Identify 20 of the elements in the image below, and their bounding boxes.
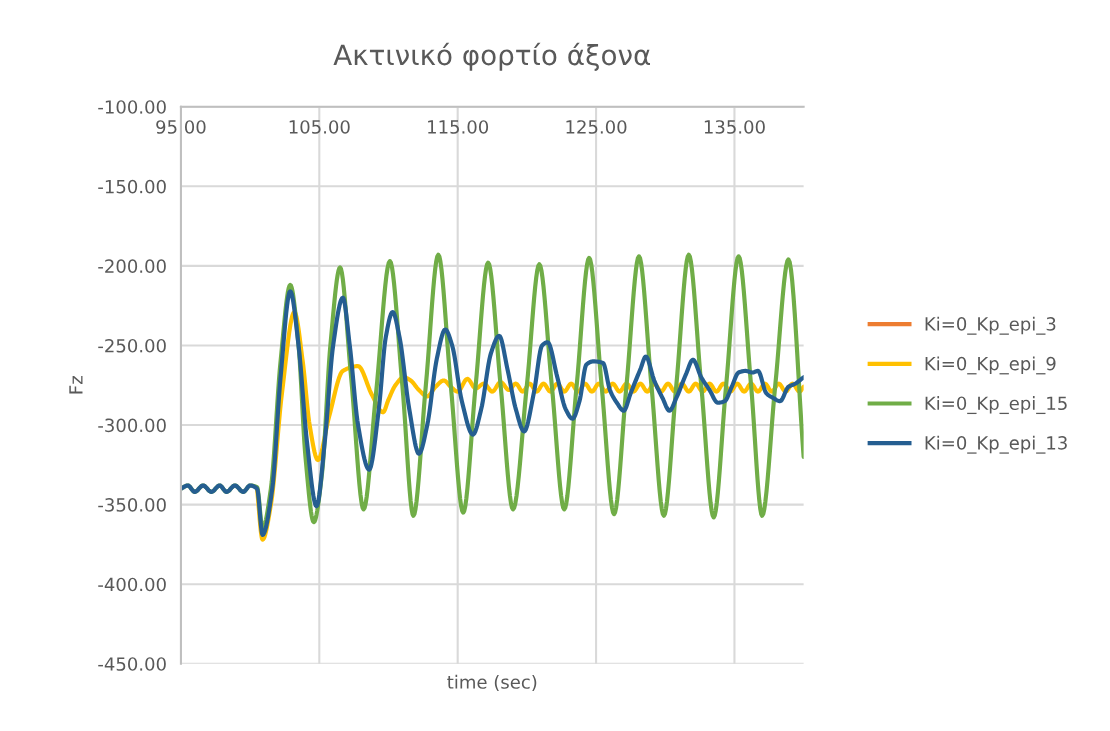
y-tick-label: -300.00 — [98, 418, 166, 433]
legend-label: Ki=0_Kp_epi_15 — [925, 396, 1067, 415]
x-tick-label: 125.00 — [566, 120, 627, 134]
y-tick-label: -250.00 — [98, 338, 166, 353]
legend-label: Ki=0_Kp_epi_9 — [925, 356, 1056, 375]
x-tick-label: 115.00 — [428, 120, 489, 134]
y-tick-label: -400.00 — [98, 577, 166, 592]
x-axis-title: time (sec) — [447, 674, 537, 691]
chart-title: Ακτινικό φορτίο άξονα — [333, 42, 651, 71]
x-tick-label: 135.00 — [704, 120, 765, 134]
y-tick-label: -350.00 — [98, 498, 166, 512]
y-tick-label: -450.00 — [98, 657, 166, 671]
y-axis-title: Fz — [69, 376, 83, 394]
legend-label: Ki=0_Kp_epi_3 — [925, 316, 1056, 335]
x-tick-label: 105.00 — [289, 120, 350, 134]
y-tick-label: -200.00 — [98, 259, 166, 273]
y-tick-label: -150.00 — [98, 179, 166, 194]
x-tick-label: 95.00 — [156, 120, 206, 134]
y-tick-label: -100.00 — [98, 100, 166, 114]
legend-label: Ki=0_Kp_epi_13 — [925, 435, 1067, 454]
